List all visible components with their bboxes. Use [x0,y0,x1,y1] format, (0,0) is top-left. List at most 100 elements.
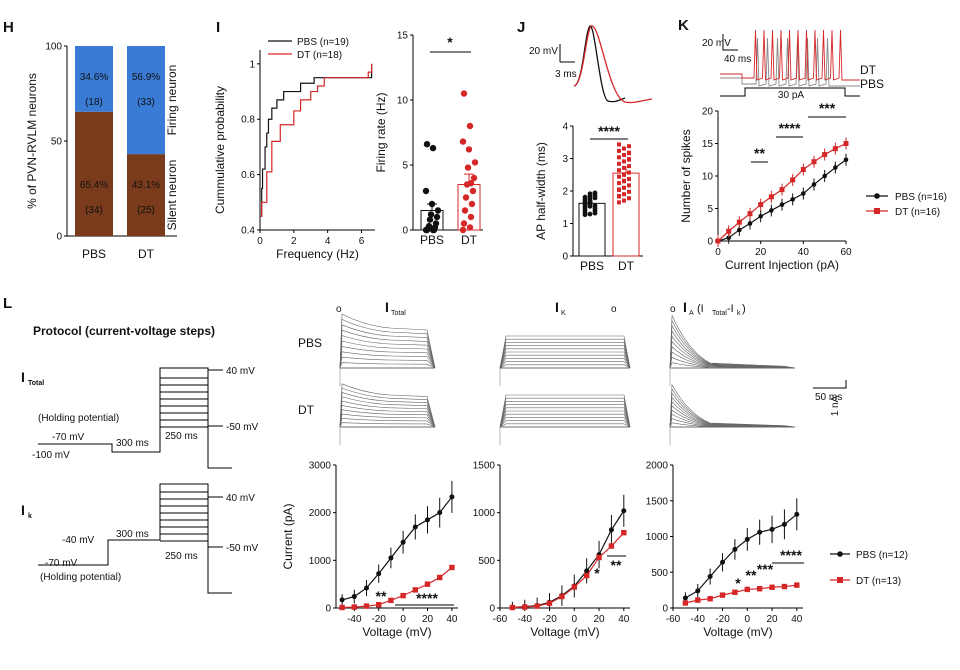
l-circle-k: o [611,304,617,315]
l-protocol-title: Protocol (current-voltage steps) [33,324,215,338]
i1-ytick-label: 0.8 [241,115,255,126]
l-ivtotal-xtick-label: 20 [422,614,434,625]
l-trace-2-dt [669,418,796,428]
l-iva-point-dt [756,585,763,592]
l-itotal-sub: Total [28,380,44,387]
l-ivk-xlabel: Voltage (mV) [530,625,599,639]
i2-point-PBS [427,211,435,218]
l-iva-point-dt [719,592,726,598]
i1-xlabel: Frequency (Hz) [276,247,359,261]
l-trace-0-pbs [339,340,436,369]
l-ivk-point-pbs [584,568,590,574]
j-ytick-label: 2 [562,187,568,198]
l-trace-1-dt [499,417,631,428]
l-ivtotal-ytick-label: 0 [325,604,331,615]
l-trace-2-dt [669,400,796,428]
l-ivtotal-series-line-1 [342,567,453,609]
l-iva-sig-1: ** [746,567,757,583]
l-iva-point-dt [707,596,713,602]
j-sig: **** [598,123,620,139]
panel-label-H: H [3,19,14,36]
l-iva-xtick-label: 40 [791,614,803,625]
l-iva-point-pbs [794,511,800,517]
l-ivtotal-point-dt [388,597,394,604]
l-trace-1-pbs [499,358,631,369]
j-scale-mv: 20 mV [529,46,558,57]
l-ik-I: I [21,502,25,518]
l-iva-point-pbs [757,529,763,535]
i1-ytick-label: 0.6 [241,170,255,181]
i2-point-DT [465,146,473,153]
l-iva-xtick-label: 20 [766,614,778,625]
k-trace-pbs [720,37,860,87]
l-trace-1-pbs [499,361,631,369]
l-trace-2-dt [669,422,796,428]
l-scale-ms: 50 ms [815,392,842,403]
l-trace-1-pbs [499,338,631,369]
l-ivtotal-point-pbs [388,555,394,561]
i1-legend-1: DT (n=18) [297,50,342,61]
l-trace-2-pbs [669,340,796,369]
l-trace-2-pbs [669,335,796,369]
l-legend-marker-pbs [837,551,843,557]
i2-point-DT [467,213,475,221]
k-sig-1: **** [779,120,801,136]
l-ivk-xtick-label: 40 [618,614,630,625]
h-ytick-label: 50 [51,137,63,148]
l-trace-0-pbs [339,356,436,369]
k-point-dt [715,238,721,244]
k-ytick-label: 10 [702,172,714,183]
l-ivk-point-dt [534,603,540,609]
k-point-pbs [822,173,827,179]
l-ivk-xtick-label: 20 [593,614,605,625]
l-ia-title-sub: A [689,310,694,317]
i2-point-DT [460,220,468,227]
i2-point-DT [462,194,470,201]
l-ivtotal-point-dt [412,587,418,593]
j-bar-DT [612,172,640,257]
j-point-PBS [587,191,593,197]
i2-point-PBS [423,141,431,148]
l-iva-sig-0: * [735,575,741,591]
i2-point-DT [466,122,474,130]
k-point-pbs [811,182,817,187]
l-trace-1-pbs [499,351,631,369]
l-trace-1-pbs [499,342,631,369]
k-point-dt [822,152,828,158]
l-trace-0-pbs [339,346,436,369]
k-xtick-label: 40 [798,247,810,258]
l-trace-2-pbs [669,351,796,369]
l-trace-0-pbs [339,313,436,369]
k-point-dt [843,141,849,146]
l-ivtotal-point-dt [376,601,382,608]
l-trace-2-dt [669,413,796,428]
l-legend-1: DT (n=13) [856,576,901,587]
l-ik-holding: (Holding potential) [40,572,121,583]
k-ytick-label: 5 [707,204,713,215]
h-bar-silent-PBS [75,111,113,236]
l-ivtotal-point-pbs [364,585,369,591]
j-point-DT [617,200,621,205]
i1-xtick-label: 2 [291,236,297,247]
k-legend-marker [874,193,880,199]
j-point-PBS [582,194,588,200]
l-trace-0-dt [339,396,436,428]
l-itotal-title: I [385,299,389,315]
i1-legend-0: PBS (n=19) [297,37,349,48]
l-ivtotal-xtick-label: 0 [400,614,406,625]
l-trace-2-dt [669,409,796,428]
l-ivk-point-dt [571,584,577,590]
l-iva-point-pbs [769,526,775,532]
l-trace-2-pbs [669,357,796,369]
j-point-DT [627,176,631,181]
l-circle-a: o [670,304,676,315]
k-point-dt [758,202,764,208]
j-ylabel: AP half-width (ms) [534,142,548,240]
j-point-PBS [592,203,598,209]
l-itotal-v40: 40 mV [226,366,255,377]
i2-point-DT [470,174,478,182]
l-ivk-xtick-label: -60 [493,614,508,625]
l-iva-point-pbs [732,546,738,552]
